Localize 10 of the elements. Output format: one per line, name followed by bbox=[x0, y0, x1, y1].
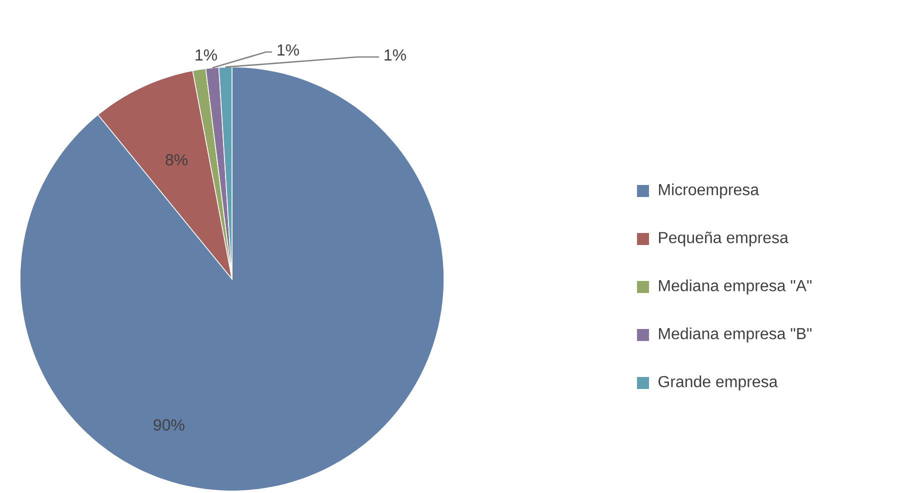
data-label: 1% bbox=[384, 49, 406, 61]
legend-label: Mediana empresa "A" bbox=[659, 280, 812, 294]
legend-label: Grande empresa bbox=[658, 376, 778, 390]
data-label: 1% bbox=[196, 49, 217, 61]
legend-label: Microempresa bbox=[659, 184, 760, 198]
legend-label: Mediana empresa "B" bbox=[659, 328, 812, 342]
legend-label: Pequeña empresa bbox=[659, 232, 788, 246]
data-label: 90% bbox=[154, 419, 184, 431]
data-label: 8% bbox=[166, 154, 188, 166]
data-label: 1% bbox=[278, 44, 299, 56]
